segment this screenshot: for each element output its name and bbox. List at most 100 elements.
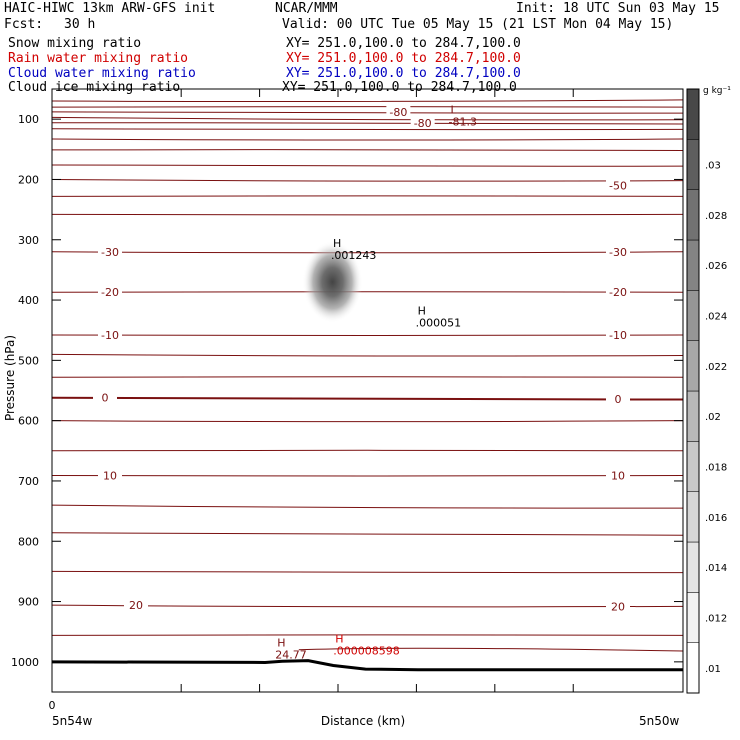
y-tick-label: 600 <box>18 415 39 428</box>
isotherm-line <box>51 164 684 167</box>
isotherm-line <box>51 111 684 114</box>
plot-frame <box>51 88 684 693</box>
colorbar-level-label: .03 <box>705 161 721 172</box>
isotherm-label-right: -50 <box>609 179 627 192</box>
x-tick-label: 0 <box>49 699 56 712</box>
isotherm-label-left-bg <box>98 468 122 482</box>
field-cloud-ice-name: Cloud ice mixing ratio <box>8 80 181 95</box>
isotherm-line <box>51 475 684 477</box>
model-title: HAIC-HIWC 13km ARW-GFS init <box>4 1 216 16</box>
field-rain-name: Rain water mixing ratio <box>8 51 189 66</box>
colorbar-level-label: .02 <box>705 412 721 423</box>
colorbar-level-label: .028 <box>705 211 727 222</box>
field-cloud-water-xy: XY= 251.0,100.0 to 284.7,100.0 <box>286 66 521 81</box>
y-tick-label: 800 <box>18 535 39 548</box>
extremum-type: H <box>277 637 285 650</box>
isotherm-line <box>51 634 684 636</box>
isotherm-line <box>51 570 684 574</box>
isotherm-label-left: 10 <box>103 470 117 483</box>
x-endpoint-left: 5n54w <box>52 714 93 728</box>
isotherm-line <box>51 420 684 423</box>
colorbar: .01 .012 .014 .016 .018 .02 .022 .024 .026 .028 .0… <box>686 86 731 694</box>
colorbar-swatch <box>686 441 700 492</box>
isotherm-label-right-bg <box>606 391 630 405</box>
isotherm-label-right-bg <box>606 244 630 258</box>
isotherm-line <box>51 251 684 254</box>
forecast-hours: 30 h <box>64 17 96 32</box>
isotherm-label-top: -80 <box>414 117 432 130</box>
colorbar-swatch <box>686 290 700 341</box>
extremum-value: -81.3 <box>449 116 477 129</box>
isotherm-line <box>51 334 684 337</box>
isotherm-label-left-bg <box>124 598 148 612</box>
extremum-type: L <box>451 104 458 117</box>
x-endpoint-right: 5n50w <box>639 714 680 728</box>
colorbar-level-label: .012 <box>705 614 727 625</box>
colorbar-level-label: .018 <box>705 463 727 474</box>
extremum-value: .001243 <box>331 249 377 262</box>
colorbar-level-label: .022 <box>705 362 727 373</box>
colorbar-swatch <box>686 239 700 291</box>
field-cloud-water-name: Cloud water mixing ratio <box>8 66 196 81</box>
cloud-ice-maximum <box>302 240 363 323</box>
colorbar-swatch <box>686 390 700 442</box>
colorbar-level-label: .024 <box>705 312 727 323</box>
y-axis-label: Pressure (hPa) <box>3 335 17 421</box>
contour-labels: -30 -20 -10 0 10 20 -50 -30 -20 -10 0 10 20 -80 -80 <box>93 104 630 613</box>
isotherm-line <box>51 449 684 452</box>
isotherm-label-right: 10 <box>611 470 625 483</box>
isotherm-line <box>51 128 684 131</box>
x-axis-label: Distance (km) <box>321 714 405 728</box>
colorbar-swatch <box>686 189 700 241</box>
temperature-contours <box>51 99 684 652</box>
isotherm-line <box>51 396 684 401</box>
colorbar-level-label: .01 <box>705 664 721 675</box>
isotherm-label-right: -30 <box>609 246 627 259</box>
y-tick-label: 100 <box>18 113 39 126</box>
isotherm-line <box>51 504 684 509</box>
isotherm-line <box>51 149 684 152</box>
isotherm-label-left: -20 <box>101 286 119 299</box>
isotherm-line <box>51 178 684 182</box>
surface-pressure-line <box>51 659 683 672</box>
y-tick-label: 200 <box>18 173 39 186</box>
colorbar-swatch <box>686 541 700 593</box>
colorbar-swatch <box>686 340 700 392</box>
isotherm-label-top-bg <box>386 104 411 118</box>
extremum-value: .000051 <box>416 316 462 329</box>
isotherm-label-right: -20 <box>609 286 627 299</box>
extremum-value: .000008598 <box>333 644 399 657</box>
isotherm-line <box>51 116 684 121</box>
isotherm-label-right: 0 <box>615 393 622 406</box>
isotherm-line <box>51 291 684 293</box>
y-tick-label: 400 <box>18 294 39 307</box>
colorbar-swatch <box>686 88 700 140</box>
y-tick-label: 700 <box>18 475 39 488</box>
isotherm-label-left-bg <box>98 244 122 258</box>
isotherm-label-right-bg <box>606 285 630 299</box>
field-snow-xy: XY= 251.0,100.0 to 284.7,100.0 <box>286 36 521 51</box>
colorbar-swatch <box>686 642 700 694</box>
isotherm-label-left: 0 <box>102 392 109 405</box>
isotherm-line <box>298 647 684 652</box>
isotherm-label-left-bg <box>93 390 117 404</box>
field-rain-xy: XY= 251.0,100.0 to 284.7,100.0 <box>286 51 521 66</box>
y-tick-label: 900 <box>18 596 39 609</box>
isotherm-label-left: -30 <box>101 246 119 259</box>
extremum-type: H <box>333 237 341 250</box>
extremum-value: 24.77 <box>275 649 307 662</box>
isotherm-line <box>51 213 684 216</box>
terrain-line <box>51 659 683 672</box>
isotherm-label-top: -80 <box>389 106 407 119</box>
y-tick-label: 300 <box>18 234 39 247</box>
isotherm-line <box>51 195 684 197</box>
isotherm-label-left-bg <box>98 328 122 342</box>
isotherm-line <box>51 106 684 108</box>
isotherm-label-right: 20 <box>611 600 625 613</box>
init-time: Init: 18 UTC Sun 03 May 15 <box>516 1 720 16</box>
y-tick-label: 1000 <box>11 656 39 669</box>
isotherm-label-right-bg <box>606 178 630 192</box>
